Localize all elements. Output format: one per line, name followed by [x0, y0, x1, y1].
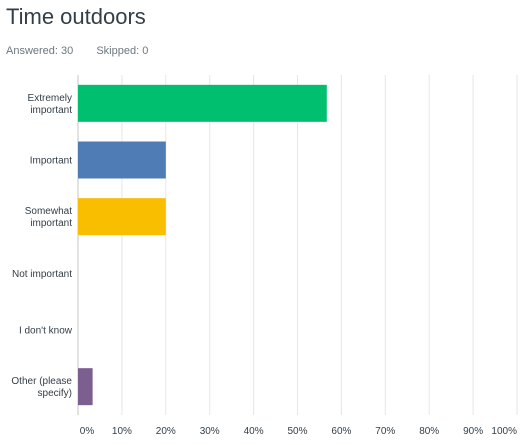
response-stats: Answered: 30 Skipped: 0 [6, 45, 168, 57]
category-label: Important [30, 156, 72, 167]
bar[interactable] [78, 84, 327, 122]
category-label: important [30, 105, 72, 116]
question-title: Time outdoors [6, 4, 146, 29]
x-tick-label: 10% [112, 426, 132, 437]
category-label: Somewhat [25, 206, 72, 217]
category-label: important [30, 218, 72, 229]
x-tick-label: 80% [419, 426, 439, 437]
bar-chart: ExtremelyimportantImportantSomewhatimpor… [11, 75, 518, 437]
category-label: Not important [12, 269, 72, 280]
x-tick-label: 30% [200, 426, 220, 437]
bar[interactable] [78, 368, 93, 406]
category-label: Other (please [11, 376, 72, 387]
x-tick-label: 100% [491, 426, 517, 437]
skipped-count: Skipped: 0 [96, 45, 149, 57]
category-label: specify) [38, 388, 72, 399]
x-tick-label: 60% [331, 426, 351, 437]
x-tick-label: 70% [375, 426, 395, 437]
category-label: Extremely [28, 93, 72, 104]
x-tick-label: 0% [80, 426, 95, 437]
x-tick-label: 40% [244, 426, 264, 437]
x-tick-label: 50% [287, 426, 307, 437]
x-tick-label: 20% [156, 426, 176, 437]
bar[interactable] [78, 141, 166, 179]
x-tick-label: 90% [463, 426, 483, 437]
bar[interactable] [78, 198, 166, 236]
category-label: I don't know [19, 326, 73, 337]
answered-count: Answered: 30 [6, 45, 74, 57]
